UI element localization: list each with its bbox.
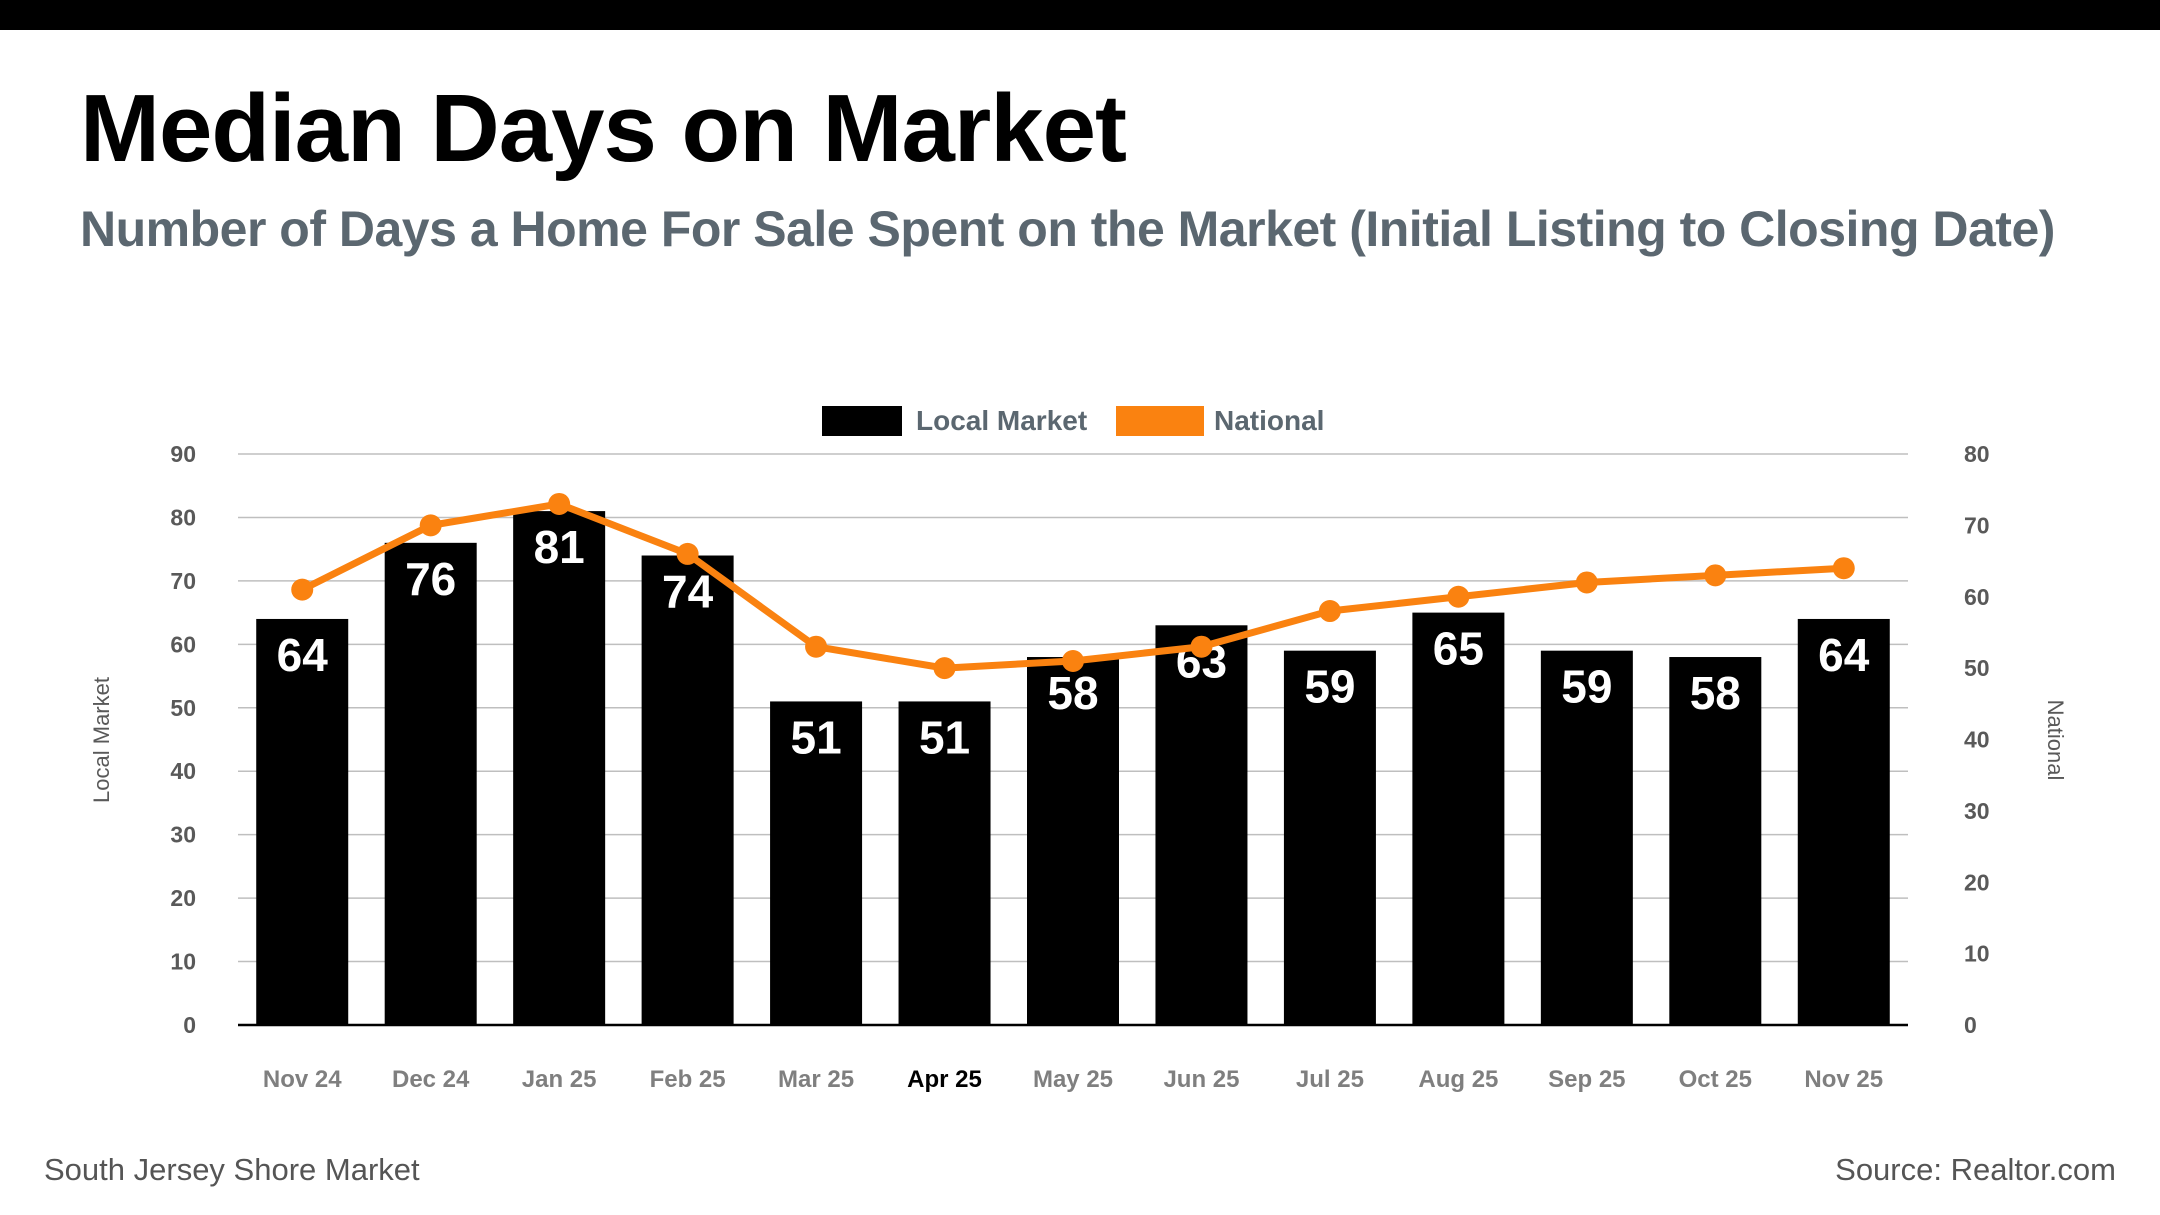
bar-value-label: 64 (277, 629, 329, 681)
x-tick-label: Sep 25 (1548, 1066, 1625, 1093)
bar-local-market (1797, 618, 1890, 1025)
y-right-tick-label: 0 (1964, 1012, 1977, 1038)
x-tick-label: May 25 (1033, 1066, 1113, 1093)
bar-local-market (384, 542, 477, 1025)
bar-local-market (1155, 625, 1248, 1025)
y-left-tick-label: 0 (183, 1012, 196, 1038)
x-tick-label: Jan 25 (522, 1066, 597, 1093)
y-left-tick-label: 70 (170, 568, 196, 594)
top-bar (0, 0, 2160, 30)
y-right-tick-label: 80 (1964, 441, 1990, 467)
point-national (1704, 564, 1727, 587)
footer-market-label: South Jersey Shore Market (44, 1152, 420, 1187)
y-left-tick-label: 90 (170, 441, 196, 467)
y-right-tick-label: 40 (1964, 727, 1990, 753)
point-national (548, 492, 571, 515)
y-right-tick-label: 60 (1964, 584, 1990, 610)
y-right-tick-label: 70 (1964, 512, 1990, 538)
bar-local-market (898, 701, 991, 1025)
bar-local-market (256, 618, 349, 1025)
point-national (676, 542, 699, 565)
bar-value-label: 51 (790, 711, 841, 763)
legend-swatch-local-market (822, 406, 902, 436)
x-tick-label: Nov 25 (1804, 1066, 1883, 1093)
bar-local-market (1540, 650, 1633, 1025)
x-tick-label: Jul 25 (1296, 1066, 1364, 1093)
bar-value-label: 81 (534, 521, 585, 573)
bar-local-market (770, 701, 863, 1025)
bar-value-label: 58 (1047, 667, 1098, 719)
legend-label-national: National (1214, 405, 1324, 436)
bar-local-market (1412, 612, 1505, 1025)
point-national (1447, 585, 1470, 608)
y-left-tick-label: 20 (170, 885, 196, 911)
y-right-axis-title: National (2043, 700, 2068, 781)
bar-local-market (1669, 657, 1762, 1025)
page-subtitle: Number of Days a Home For Sale Spent on … (80, 201, 2055, 257)
point-national (1832, 557, 1855, 580)
y-left-axis-title: Local Market (89, 677, 114, 803)
bar-local-market (1027, 657, 1119, 1025)
y-right-tick-label: 10 (1964, 941, 1990, 967)
x-tick-label: Apr 25 (907, 1066, 982, 1093)
y-right-tick-label: 50 (1964, 655, 1990, 681)
page-title: Median Days on Market (80, 75, 1127, 182)
y-left-tick-label: 60 (170, 631, 196, 657)
x-tick-label: Feb 25 (650, 1066, 726, 1093)
bar-value-label: 51 (919, 711, 970, 763)
point-national (419, 514, 442, 537)
bar-local-market (1283, 650, 1376, 1025)
point-national (805, 635, 828, 658)
y-left-tick-label: 10 (170, 949, 196, 975)
y-right-tick-label: 30 (1964, 798, 1990, 824)
bar-value-label: 74 (662, 566, 714, 618)
point-national (291, 578, 314, 601)
bar-value-label: 59 (1304, 661, 1355, 713)
bar-value-label: 65 (1433, 623, 1484, 675)
y-left-tick-label: 40 (170, 758, 196, 784)
legend-swatch-national (1116, 406, 1204, 436)
point-national (1190, 635, 1213, 658)
point-national (933, 657, 956, 680)
point-national (1062, 649, 1084, 672)
x-tick-label: Aug 25 (1418, 1066, 1498, 1093)
y-left-tick-label: 30 (170, 822, 196, 848)
bar-value-label: 59 (1561, 661, 1612, 713)
x-tick-label: Mar 25 (778, 1066, 854, 1093)
x-tick-label: Jun 25 (1163, 1066, 1239, 1093)
bar-local-market (513, 511, 606, 1026)
bar-value-label: 58 (1690, 667, 1741, 719)
point-national (1318, 600, 1341, 623)
footer-source-label: Source: Realtor.com (1835, 1152, 2116, 1187)
bar-value-label: 76 (405, 553, 456, 605)
bar-value-label: 64 (1818, 629, 1870, 681)
y-left-tick-label: 50 (170, 695, 196, 721)
x-tick-label: Oct 25 (1679, 1066, 1752, 1093)
y-right-tick-label: 20 (1964, 869, 1990, 895)
legend-label-local-market: Local Market (916, 405, 1087, 436)
point-national (1575, 571, 1598, 594)
x-tick-label: Dec 24 (392, 1066, 470, 1093)
bar-local-market (641, 555, 734, 1025)
y-left-tick-label: 80 (170, 504, 196, 530)
x-tick-label: Nov 24 (263, 1066, 342, 1093)
